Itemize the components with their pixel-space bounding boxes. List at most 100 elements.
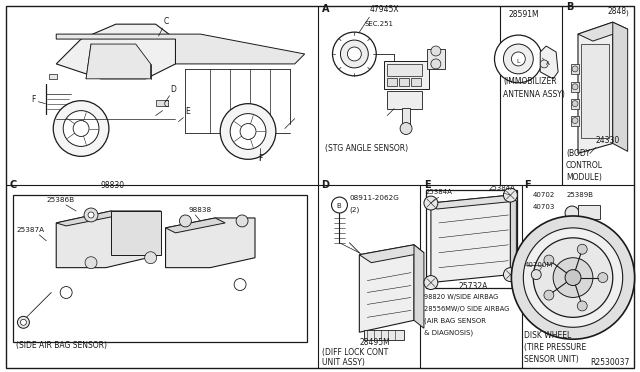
Polygon shape <box>578 22 628 41</box>
Text: (AIR BAG SENSOR: (AIR BAG SENSOR <box>424 318 486 324</box>
Text: 08911-2062G: 08911-2062G <box>349 195 399 201</box>
Circle shape <box>348 47 362 61</box>
Polygon shape <box>431 195 511 283</box>
Bar <box>364 330 404 340</box>
Polygon shape <box>612 22 628 151</box>
Text: 98820 W/SIDE AIRBAG: 98820 W/SIDE AIRBAG <box>424 295 498 301</box>
Text: F: F <box>258 154 262 163</box>
Circle shape <box>234 279 246 291</box>
Text: 98838: 98838 <box>188 207 212 213</box>
Circle shape <box>572 84 578 90</box>
Circle shape <box>577 301 587 311</box>
Text: (BODY: (BODY <box>566 149 590 158</box>
Polygon shape <box>175 64 295 144</box>
Text: A: A <box>321 4 329 14</box>
Circle shape <box>332 197 348 213</box>
Circle shape <box>572 66 578 72</box>
Polygon shape <box>56 24 175 79</box>
Circle shape <box>531 270 541 280</box>
Text: 40700M: 40700M <box>524 262 553 267</box>
Text: (SIDE AIR BAG SENSOR): (SIDE AIR BAG SENSOR) <box>17 341 108 350</box>
Circle shape <box>431 46 441 56</box>
Text: (STG ANGLE SENSOR): (STG ANGLE SENSOR) <box>324 144 408 153</box>
Bar <box>571 82 579 92</box>
Text: C: C <box>164 17 169 26</box>
Bar <box>402 108 410 125</box>
Bar <box>411 78 421 86</box>
Circle shape <box>565 270 581 286</box>
Text: 28556MW/O SIDE AIRBAG: 28556MW/O SIDE AIRBAG <box>424 307 509 312</box>
Circle shape <box>88 212 94 218</box>
Text: 25389B: 25389B <box>566 192 593 198</box>
Circle shape <box>495 35 542 83</box>
Polygon shape <box>56 211 121 226</box>
Text: 40703: 40703 <box>532 204 555 210</box>
Bar <box>387 64 422 76</box>
Text: C: C <box>164 100 169 109</box>
Circle shape <box>333 32 376 76</box>
Text: (DIFF LOCK CONT: (DIFF LOCK CONT <box>321 348 388 357</box>
Circle shape <box>565 206 579 220</box>
Text: 28591M: 28591M <box>508 10 539 19</box>
Polygon shape <box>359 245 414 332</box>
Text: 2848: 2848 <box>608 7 627 16</box>
Text: E: E <box>424 180 431 190</box>
Text: L: L <box>516 59 520 64</box>
Circle shape <box>572 118 578 124</box>
Text: CONTROL: CONTROL <box>566 161 603 170</box>
Bar <box>426 190 517 288</box>
Circle shape <box>572 101 578 107</box>
Circle shape <box>540 60 548 68</box>
Text: SENSOR UNIT): SENSOR UNIT) <box>524 355 579 364</box>
Circle shape <box>577 244 587 254</box>
Bar <box>387 78 397 86</box>
Text: 25384A: 25384A <box>426 189 453 195</box>
Bar <box>571 99 579 109</box>
Circle shape <box>340 40 368 68</box>
Circle shape <box>84 208 98 222</box>
Bar <box>581 44 609 138</box>
Circle shape <box>504 267 517 282</box>
Text: D: D <box>170 85 177 94</box>
Polygon shape <box>540 46 558 79</box>
Text: & DIAGNOSIS): & DIAGNOSIS) <box>424 330 473 336</box>
Circle shape <box>73 121 89 137</box>
Circle shape <box>17 316 29 328</box>
Text: R2530037: R2530037 <box>590 358 629 367</box>
Circle shape <box>504 188 517 202</box>
Circle shape <box>179 215 191 227</box>
Bar <box>571 64 579 74</box>
Text: D: D <box>321 180 330 190</box>
Bar <box>571 116 579 125</box>
Polygon shape <box>431 195 516 209</box>
Circle shape <box>598 273 608 283</box>
Bar <box>399 78 409 86</box>
Circle shape <box>236 215 248 227</box>
Circle shape <box>240 124 256 140</box>
Circle shape <box>504 44 533 74</box>
Circle shape <box>424 276 438 289</box>
Polygon shape <box>51 243 255 302</box>
Text: ): ) <box>626 10 628 16</box>
Circle shape <box>511 52 525 66</box>
Text: E: E <box>186 107 190 116</box>
Polygon shape <box>166 218 225 233</box>
Text: 25384A: 25384A <box>488 185 515 191</box>
Bar <box>49 74 57 79</box>
Circle shape <box>424 196 438 210</box>
Text: 25386B: 25386B <box>46 197 74 203</box>
Text: 25387A: 25387A <box>17 227 45 233</box>
Circle shape <box>533 238 612 317</box>
Circle shape <box>553 258 593 298</box>
Text: B: B <box>566 2 573 12</box>
Polygon shape <box>414 245 424 328</box>
Circle shape <box>220 104 276 159</box>
Circle shape <box>145 252 157 264</box>
Text: MODULE): MODULE) <box>566 173 602 182</box>
Polygon shape <box>166 218 255 267</box>
Text: SEC.251: SEC.251 <box>364 21 394 27</box>
Bar <box>384 61 429 89</box>
Circle shape <box>544 255 554 265</box>
Polygon shape <box>86 44 150 79</box>
Text: 28495M: 28495M <box>359 338 390 347</box>
